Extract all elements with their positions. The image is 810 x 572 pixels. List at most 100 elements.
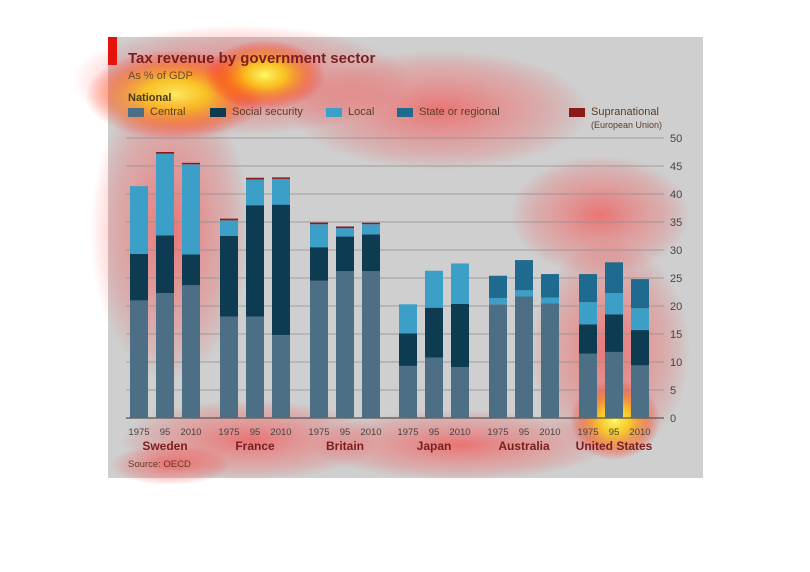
bar-segment-social-security	[220, 236, 238, 317]
bar-segment-supranational	[220, 218, 238, 221]
bar-segment-central	[130, 300, 148, 418]
bar-segment-local	[489, 298, 507, 305]
bar-segment-local	[362, 224, 380, 235]
x-tick-label: 2010	[449, 427, 470, 438]
y-tick-label: 40	[670, 189, 682, 201]
x-tick-label: 95	[160, 427, 171, 438]
bar-segment-local	[310, 224, 328, 248]
bar-segment-state-regional	[579, 274, 597, 303]
x-tick-label: 95	[609, 427, 620, 438]
bar-segment-supranational	[156, 152, 174, 154]
x-tick-label: 1975	[128, 427, 149, 438]
bar-segment-central	[362, 271, 380, 418]
legend-label: State or regional	[419, 106, 500, 118]
y-tick-label: 25	[670, 273, 682, 285]
bar-segment-central	[246, 316, 264, 418]
bar-segment-local	[272, 178, 290, 205]
bar-segment-state-regional	[631, 279, 649, 309]
legend-swatch	[326, 107, 342, 117]
legend-label: Local	[348, 106, 375, 118]
legend-item-state-regional: State or regional	[397, 104, 500, 120]
legend-item-social-security: Social security	[210, 104, 303, 120]
x-tick-label: 2010	[180, 427, 201, 438]
bar-segment-social-security	[310, 247, 328, 281]
bar-segment-central	[336, 271, 354, 418]
bar-segment-central	[605, 351, 623, 418]
bar-segment-local	[605, 293, 623, 315]
heat-blob	[205, 40, 325, 110]
chart-subtitle: As % of GDP	[128, 70, 193, 82]
x-tick-label: 2010	[539, 427, 560, 438]
y-tick-label: 45	[670, 161, 682, 173]
bar-segment-central	[425, 357, 443, 418]
bar-segment-state-regional	[489, 275, 507, 299]
legend-item-local: Local	[326, 104, 374, 120]
y-tick-label: 20	[670, 301, 682, 313]
bar-segment-social-security	[130, 253, 148, 301]
bar-segment-local	[399, 304, 417, 334]
bar-segment-state-regional	[541, 274, 559, 298]
bar-segment-supranational	[246, 177, 264, 180]
bar-segment-social-security	[272, 204, 290, 336]
bar-segment-central	[310, 280, 328, 418]
bar-segment-central	[631, 365, 649, 418]
y-tick-label: 10	[670, 357, 682, 369]
bar-segment-social-security	[156, 235, 174, 294]
bar-segment-local	[451, 263, 469, 304]
bar-segment-supranational	[310, 222, 328, 225]
country-label: Australia	[498, 439, 550, 453]
bar-segment-central	[541, 303, 559, 418]
bar-segment-local	[336, 228, 354, 237]
bar-segment-local	[631, 308, 649, 331]
bar-segment-supranational	[182, 162, 200, 165]
legend-swatch	[128, 107, 144, 117]
bar-segment-state-regional	[605, 262, 623, 294]
legend-label: Central	[150, 106, 186, 118]
bar-segment-local	[130, 186, 148, 254]
country-label: Japan	[417, 439, 452, 453]
bar-segment-central	[399, 365, 417, 418]
bar-segment-social-security	[579, 324, 597, 354]
legend-item-supranational: Supranational	[569, 104, 659, 120]
x-tick-label: 2010	[360, 427, 381, 438]
bar-segment-supranational	[272, 177, 290, 179]
legend-swatch	[397, 107, 413, 117]
bar-segment-central	[451, 367, 469, 418]
legend-item-central: Central	[128, 104, 185, 120]
y-tick-label: 0	[670, 413, 676, 425]
source-note: Source: OECD	[128, 459, 191, 470]
bar-segment-local	[425, 270, 443, 308]
y-tick-label: 35	[670, 217, 682, 229]
bar-segment-local	[156, 153, 174, 236]
country-label: Sweden	[142, 439, 187, 453]
bar-segment-local	[515, 290, 533, 297]
bar-segment-social-security	[425, 307, 443, 358]
y-tick-label: 5	[670, 385, 676, 397]
chart-title: Tax revenue by government sector	[128, 50, 376, 67]
legend-label: Social security	[232, 106, 303, 118]
x-tick-label: 2010	[629, 427, 650, 438]
x-tick-label: 95	[340, 427, 351, 438]
bar-segment-supranational	[362, 222, 380, 225]
x-tick-label: 95	[519, 427, 530, 438]
legend-swatch	[569, 107, 585, 117]
bar-segment-social-security	[182, 254, 200, 286]
legend-title: National	[128, 92, 172, 104]
bar-segment-supranational	[336, 226, 354, 229]
legend-note: (European Union)	[591, 120, 663, 130]
country-label: United States	[576, 439, 653, 453]
bar-segment-local	[246, 179, 264, 206]
bar-segment-state-regional	[515, 260, 533, 291]
country-label: Britain	[326, 439, 364, 453]
bar-segment-social-security	[399, 333, 417, 366]
y-tick-label: 30	[670, 245, 682, 257]
country-label: France	[235, 439, 275, 453]
heat-blob	[310, 410, 610, 480]
bar-segment-social-security	[246, 205, 264, 317]
x-tick-label: 95	[250, 427, 261, 438]
x-tick-label: 1975	[487, 427, 508, 438]
bar-segment-social-security	[336, 236, 354, 272]
y-tick-label: 15	[670, 329, 682, 341]
x-tick-label: 2010	[270, 427, 291, 438]
bar-segment-social-security	[451, 303, 469, 368]
